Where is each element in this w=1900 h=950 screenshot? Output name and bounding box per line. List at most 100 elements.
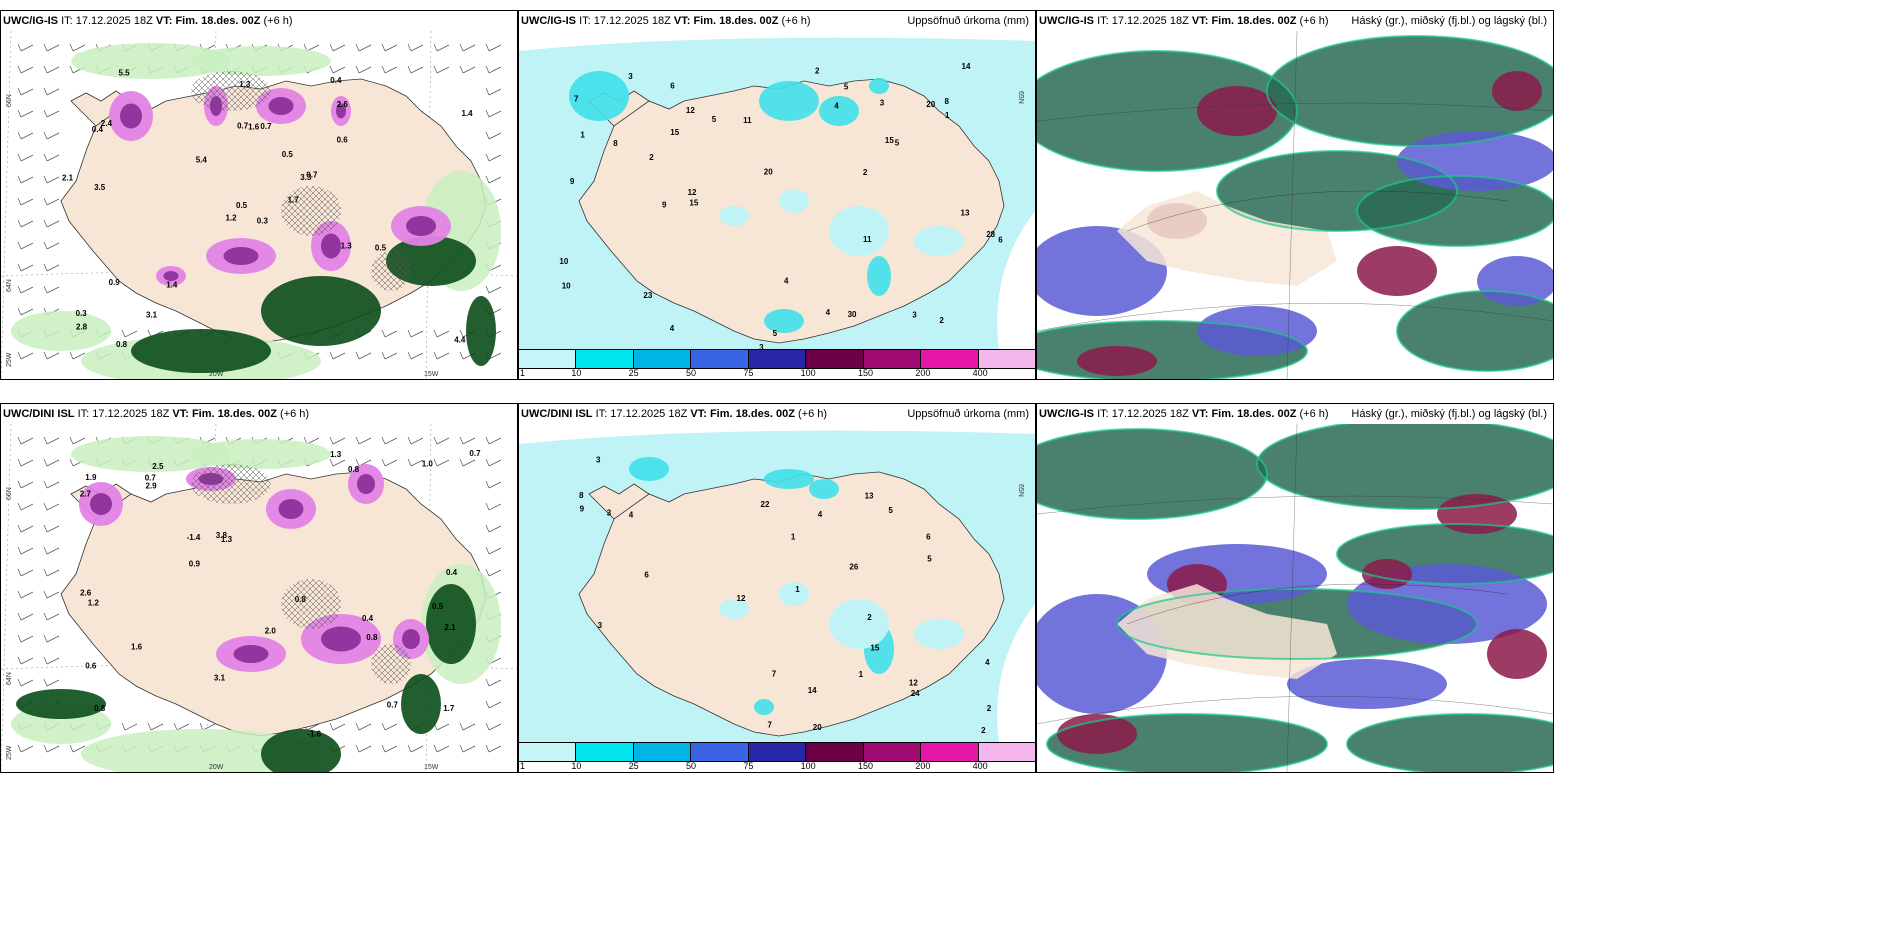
wind-barb (433, 43, 450, 52)
meridian-line (1, 424, 12, 772)
hatched-areas (191, 71, 411, 291)
snow-core (268, 97, 294, 115)
wind-barb (43, 351, 60, 360)
wind-barb (17, 65, 34, 74)
hatched-area (281, 186, 341, 236)
value-labels: 0.40.50.82.51.30.70.60.8-1.4-1.62.72.61.… (80, 449, 481, 739)
snow-core (406, 216, 436, 236)
lat-lon-grid (1037, 424, 1553, 772)
value-label: 0.4 (362, 614, 374, 623)
value-label: 28 (986, 230, 995, 239)
value-label: 0.8 (94, 704, 106, 713)
value-label: 2.4 (101, 119, 113, 128)
value-label: 15 (870, 644, 879, 653)
colorbar-label: 10 (571, 761, 582, 771)
colorbar-label: 75 (743, 368, 754, 378)
wind-barb (17, 351, 34, 360)
value-label: 11 (863, 235, 872, 244)
value-label: 20 (764, 168, 773, 177)
wind-barb (17, 634, 34, 643)
snow-core (321, 233, 341, 259)
wind-barb (17, 43, 34, 52)
wind-barb (381, 351, 398, 360)
value-label: 3 (880, 99, 885, 108)
value-label: 1.7 (443, 704, 455, 713)
wind-barb (485, 700, 502, 709)
light-precip-area (191, 439, 331, 469)
value-label: 3 (596, 456, 601, 465)
wind-barb (43, 458, 60, 467)
wind-barb (485, 87, 502, 96)
snow-core (120, 103, 142, 129)
panel-header: UWC/IG-IS IT: 17.12.2025 18Z VT: Fim. 18… (1037, 404, 1553, 424)
value-label: 13 (865, 491, 874, 500)
axis-label: 20W (209, 371, 224, 378)
value-label: 12 (688, 188, 697, 197)
colorbar-swatch (633, 743, 692, 761)
colorbar-swatch (691, 350, 749, 368)
value-label: 1.9 (85, 473, 97, 482)
value-label: 2 (981, 726, 986, 735)
clear-land-area (1117, 191, 1337, 286)
model-name: UWC/DINI ISL (3, 408, 75, 420)
wind-barb (381, 722, 398, 731)
value-label: 6 (670, 82, 675, 91)
snow-core (357, 474, 375, 494)
wind-barb (407, 43, 424, 52)
value-label: 2 (863, 168, 868, 177)
value-label: 2.8 (76, 323, 88, 332)
wind-barb (485, 524, 502, 533)
cloud-edge (1256, 424, 1553, 510)
value-label: 14 (808, 686, 817, 695)
value-label: 2.5 (152, 462, 164, 471)
colorbar-swatch (978, 350, 1035, 368)
wind-barb (43, 678, 60, 687)
wind-barb (43, 153, 60, 162)
colorbar-swatch (748, 743, 807, 761)
light-precip-area (81, 729, 321, 772)
axis-label: 20W (209, 764, 224, 771)
value-label: 9 (662, 200, 667, 209)
low-cloud-area (1197, 86, 1277, 136)
meridian-line (1, 31, 12, 379)
value-label: 0.4 (330, 76, 342, 85)
value-label: 4.4 (454, 335, 466, 344)
wind-barb (17, 285, 34, 294)
value-label: 4 (670, 324, 675, 333)
init-time: 17.12.2025 18Z (92, 408, 170, 420)
wind-barb (485, 109, 502, 118)
valid-time: Fim. 18.des. 00Z (693, 15, 779, 27)
value-label: 3 (598, 621, 603, 630)
wind-barb (43, 612, 60, 621)
value-label: 8 (945, 97, 950, 106)
high-cloud-area (1397, 291, 1553, 371)
wind-barb (17, 744, 34, 753)
wind-barb (43, 175, 60, 184)
wind-barb (43, 634, 60, 643)
wind-barb (407, 458, 424, 467)
value-label: 20 (813, 723, 822, 732)
value-label: 4 (985, 658, 990, 667)
wind-barb (433, 65, 450, 74)
cloud-edge (1336, 523, 1553, 585)
init-time: 17.12.2025 18Z (1111, 15, 1189, 27)
wind-barb (43, 480, 60, 489)
colorbar-label: 150 (858, 368, 874, 378)
value-label: 20 (926, 100, 935, 109)
wind-barb (17, 502, 34, 511)
colorbar-labels: 1 10 25 50 75 100 150 200 400 (519, 761, 1035, 772)
snow-core (223, 247, 259, 265)
wind-barb (43, 436, 60, 445)
accum-high-area (569, 71, 629, 121)
panel-header: UWC/DINI ISL IT: 17.12.2025 18Z VT: Fim.… (1, 404, 517, 424)
mid-cloud-area (1037, 226, 1167, 316)
mid-cloud-area (1287, 659, 1447, 709)
wind-barb (485, 153, 502, 162)
wind-barb (43, 656, 60, 665)
lead-time: (+6 h) (1299, 15, 1329, 27)
wind-barb (199, 722, 216, 731)
value-label: 1.0 (422, 460, 434, 469)
axis-label: 65N (1017, 484, 1024, 497)
panel-header: UWC/IG-IS IT: 17.12.2025 18Z VT: Fim. 18… (519, 11, 1035, 31)
